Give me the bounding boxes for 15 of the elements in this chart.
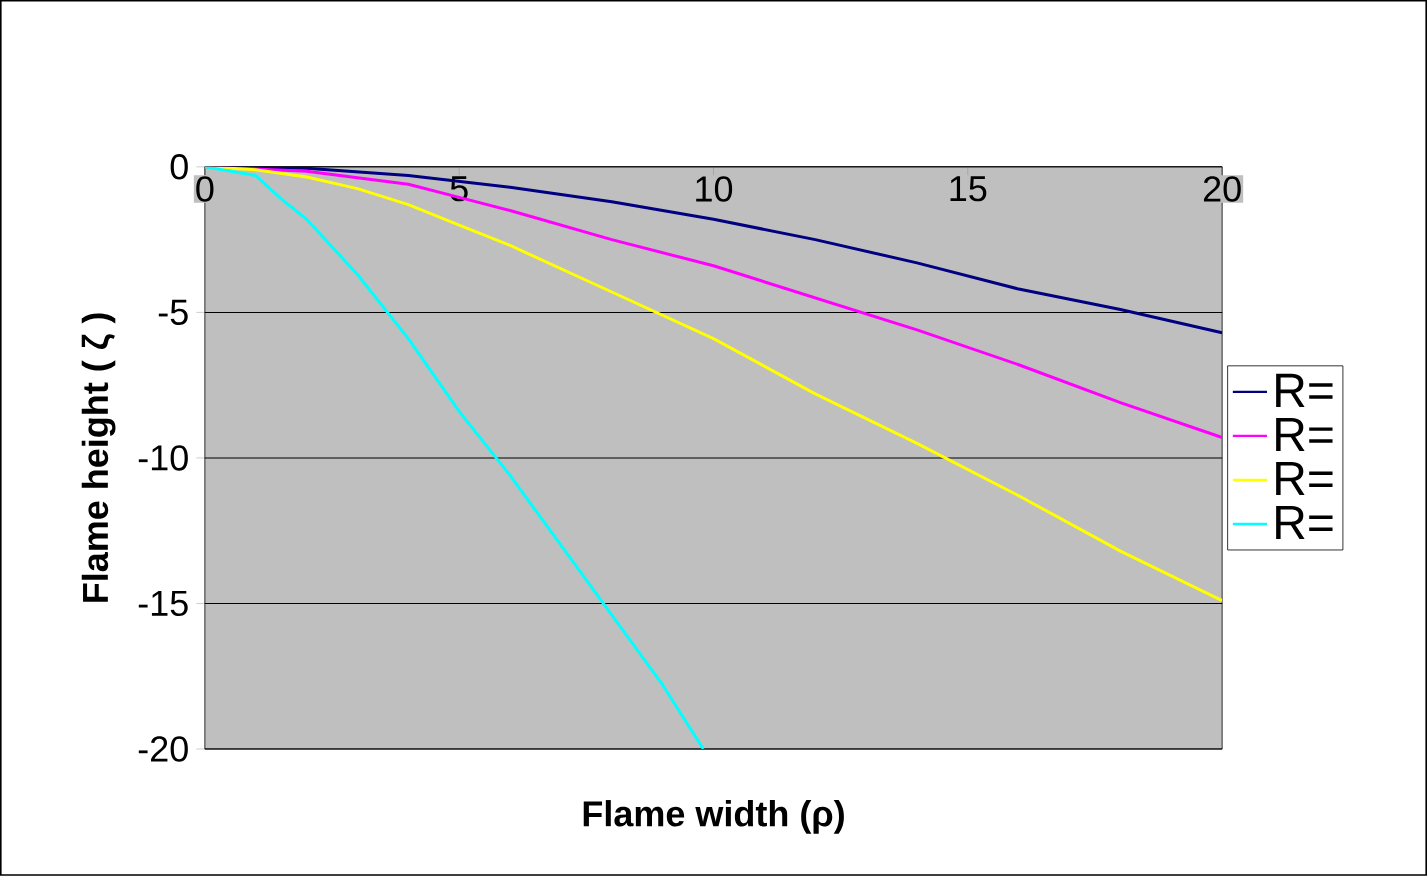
x-axis-title: Flame width (ρ) <box>583 800 844 834</box>
y-tick-label: -5 <box>158 299 188 326</box>
x-tick-label: 20 <box>1203 176 1241 202</box>
x-tick-label: 0 <box>196 176 214 202</box>
legend-label: R= <box>1276 373 1333 407</box>
y-tick-label: -10 <box>138 445 188 471</box>
y-axis-title: Flame height ( ζ ) <box>81 313 116 602</box>
x-tick-label: 15 <box>950 176 987 202</box>
y-tick-label: -15 <box>138 590 188 617</box>
y-tick-label: 0 <box>170 154 188 180</box>
y-tick-label: -20 <box>138 736 188 762</box>
legend-label: R= <box>1276 417 1333 451</box>
legend-label: R= <box>1276 506 1333 540</box>
legend-label: R= <box>1276 461 1333 496</box>
x-tick-label: 10 <box>696 176 733 202</box>
